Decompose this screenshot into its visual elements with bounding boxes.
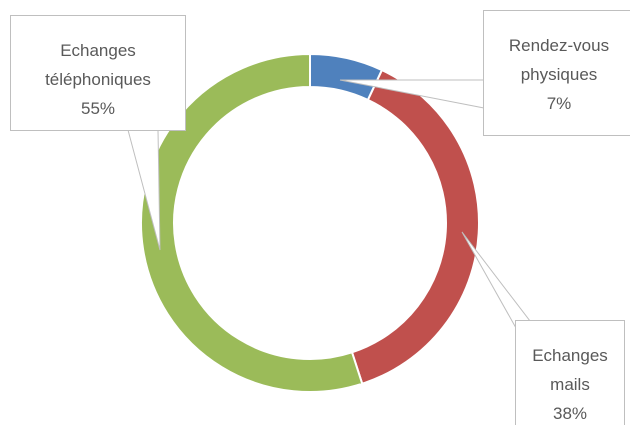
label-value: 7% (546, 94, 572, 113)
callout-tail (461, 231, 531, 329)
label-value: 55% (80, 99, 116, 118)
data-label-callout: Rendez-vous physiques 7% (483, 10, 630, 136)
label-value: 38% (552, 404, 588, 423)
data-label-callout: Echanges téléphoniques 55% (10, 15, 186, 131)
label-category: Rendez-vous physiques (508, 36, 610, 84)
data-label-callout: Echanges mails 38% (515, 320, 625, 425)
donut-segment (350, 68, 481, 385)
donut-segment (140, 52, 364, 393)
label-category: Echanges téléphoniques (45, 41, 151, 89)
label-category: Echanges mails (532, 346, 608, 394)
